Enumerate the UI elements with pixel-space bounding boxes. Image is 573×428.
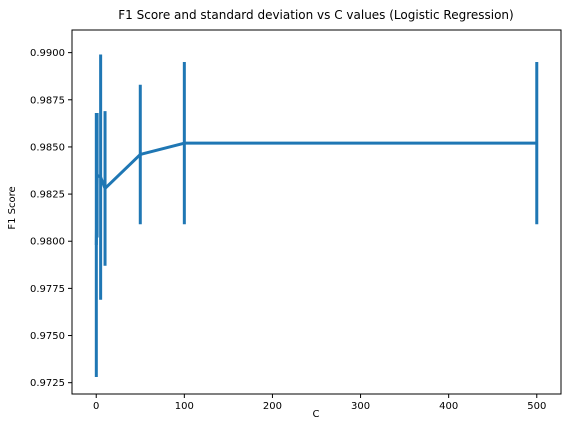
- y-tick-label: 0.9875: [30, 95, 65, 106]
- x-tick-label: 400: [439, 401, 458, 412]
- x-tick-label: 300: [351, 401, 370, 412]
- x-tick-label: 100: [175, 401, 194, 412]
- y-axis-label: F1 Score: [7, 186, 18, 229]
- x-axis-label: C: [313, 409, 320, 420]
- y-tick-label: 0.9850: [30, 142, 65, 153]
- x-axis: 0 100 200 300 400 500: [93, 394, 546, 412]
- y-tick-label: 0.9750: [30, 331, 65, 342]
- y-tick-label: 0.9900: [30, 48, 65, 59]
- y-tick-label: 0.9800: [30, 237, 65, 248]
- y-tick-label: 0.9775: [30, 284, 65, 295]
- chart-title: F1 Score and standard deviation vs C val…: [118, 8, 513, 22]
- series-line-group: [94, 141, 537, 246]
- plot-frame: [71, 29, 562, 395]
- x-tick-label: 0: [93, 401, 99, 412]
- x-tick-label: 500: [527, 401, 546, 412]
- y-tick-label: 0.9725: [30, 378, 65, 389]
- series-line: [94, 141, 537, 246]
- x-tick-label: 200: [263, 401, 282, 412]
- y-tick-label: 0.9825: [30, 190, 65, 201]
- y-axis: 0.9725 0.9750 0.9775 0.9800 0.9825 0.9850 0.98…: [30, 48, 72, 389]
